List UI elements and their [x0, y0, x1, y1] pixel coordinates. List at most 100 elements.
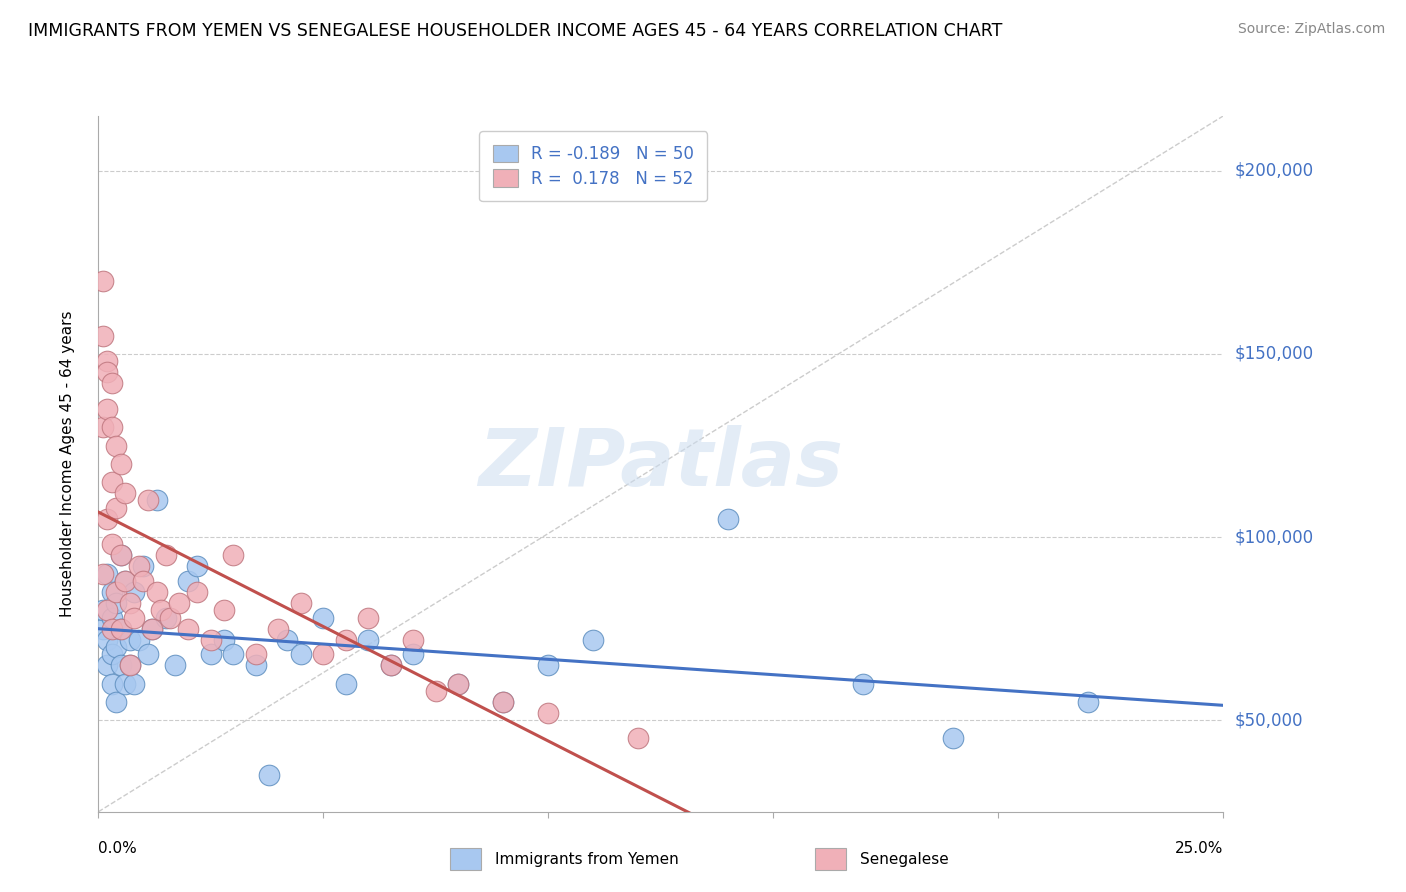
- Point: [357, 632, 380, 647]
- Point: [222, 549, 245, 563]
- Point: [110, 549, 132, 563]
- Point: [105, 585, 128, 599]
- Point: [169, 596, 191, 610]
- Text: Immigrants from Yemen: Immigrants from Yemen: [495, 852, 679, 867]
- Y-axis label: Householder Income Ages 45 - 64 years: Householder Income Ages 45 - 64 years: [60, 310, 75, 617]
- Point: [118, 632, 141, 647]
- Point: [110, 457, 132, 471]
- Point: [357, 610, 380, 624]
- Point: [1077, 695, 1099, 709]
- Point: [114, 486, 136, 500]
- Point: [101, 585, 124, 599]
- FancyBboxPatch shape: [815, 848, 846, 871]
- Point: [290, 596, 312, 610]
- Point: [96, 401, 118, 416]
- Point: [159, 610, 181, 624]
- Point: [245, 647, 267, 661]
- Point: [101, 537, 124, 551]
- Point: [124, 610, 146, 624]
- Point: [155, 549, 177, 563]
- Point: [852, 676, 875, 690]
- Point: [537, 658, 560, 673]
- Point: [118, 658, 141, 673]
- Text: Source: ZipAtlas.com: Source: ZipAtlas.com: [1237, 22, 1385, 37]
- Point: [105, 438, 128, 452]
- Point: [110, 622, 132, 636]
- Text: $100,000: $100,000: [1234, 528, 1313, 546]
- Point: [200, 632, 222, 647]
- Point: [101, 610, 124, 624]
- Point: [259, 768, 281, 782]
- Text: 0.0%: 0.0%: [98, 841, 138, 856]
- Point: [91, 603, 114, 617]
- Point: [101, 676, 124, 690]
- Text: 25.0%: 25.0%: [1175, 841, 1223, 856]
- Text: $200,000: $200,000: [1234, 161, 1313, 180]
- Point: [128, 559, 150, 574]
- Point: [91, 622, 114, 636]
- Point: [447, 676, 470, 690]
- Point: [105, 695, 128, 709]
- Point: [150, 603, 173, 617]
- Point: [118, 658, 141, 673]
- Point: [245, 658, 267, 673]
- Point: [214, 603, 236, 617]
- Point: [101, 376, 124, 391]
- Point: [96, 512, 118, 526]
- Point: [717, 512, 740, 526]
- Point: [114, 574, 136, 588]
- Point: [124, 585, 146, 599]
- Point: [101, 622, 124, 636]
- Point: [267, 622, 290, 636]
- Legend: R = -0.189   N = 50, R =  0.178   N = 52: R = -0.189 N = 50, R = 0.178 N = 52: [479, 131, 707, 201]
- Point: [200, 647, 222, 661]
- Point: [312, 647, 335, 661]
- Point: [110, 549, 132, 563]
- Point: [96, 566, 118, 581]
- Point: [402, 632, 425, 647]
- Text: IMMIGRANTS FROM YEMEN VS SENEGALESE HOUSEHOLDER INCOME AGES 45 - 64 YEARS CORREL: IMMIGRANTS FROM YEMEN VS SENEGALESE HOUS…: [28, 22, 1002, 40]
- Point: [276, 632, 298, 647]
- Point: [105, 640, 128, 654]
- Point: [402, 647, 425, 661]
- Point: [222, 647, 245, 661]
- Point: [335, 632, 357, 647]
- Point: [335, 676, 357, 690]
- Point: [177, 622, 200, 636]
- Point: [537, 706, 560, 720]
- Point: [118, 596, 141, 610]
- Point: [627, 731, 650, 746]
- Point: [105, 596, 128, 610]
- Point: [132, 574, 155, 588]
- Point: [136, 647, 159, 661]
- Point: [155, 610, 177, 624]
- Point: [186, 585, 208, 599]
- Point: [380, 658, 402, 673]
- Point: [942, 731, 965, 746]
- Point: [91, 328, 114, 343]
- Point: [380, 658, 402, 673]
- Point: [101, 420, 124, 434]
- Point: [91, 274, 114, 288]
- Point: [146, 493, 169, 508]
- Point: [114, 574, 136, 588]
- Point: [425, 684, 447, 698]
- Point: [141, 622, 163, 636]
- Point: [114, 676, 136, 690]
- Point: [492, 695, 515, 709]
- Point: [312, 610, 335, 624]
- Point: [447, 676, 470, 690]
- Point: [177, 574, 200, 588]
- Point: [136, 493, 159, 508]
- Point: [214, 632, 236, 647]
- Point: [91, 420, 114, 434]
- Point: [105, 500, 128, 515]
- Point: [96, 632, 118, 647]
- Point: [101, 475, 124, 490]
- Point: [128, 632, 150, 647]
- Point: [110, 622, 132, 636]
- Point: [101, 647, 124, 661]
- Point: [96, 658, 118, 673]
- Point: [132, 559, 155, 574]
- Point: [290, 647, 312, 661]
